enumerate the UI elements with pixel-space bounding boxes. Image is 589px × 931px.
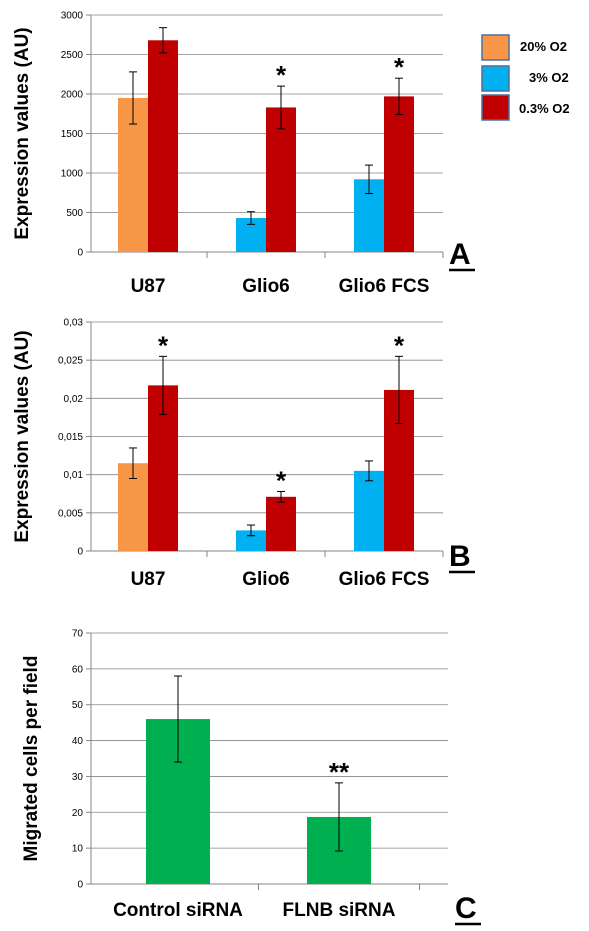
y-tick-label: 0,01 [64, 470, 84, 481]
significance-marker: ** [329, 757, 350, 787]
significance-marker: * [158, 330, 169, 360]
y-tick-label: 70 [72, 629, 84, 640]
chart-panel-a: 0 500 1000 1500 2000 2500 3000 U87 Glio6 Glio6 FC… [12, 11, 475, 297]
legend-label: 20% O2 [520, 39, 567, 54]
y-tick-label: 10 [72, 844, 84, 855]
legend: 20% O2 3% O2 0.3% O2 [481, 34, 570, 121]
y-tick-label: 1000 [61, 169, 84, 180]
y-tick-label: 3000 [61, 11, 84, 22]
y-tick-label: 40 [72, 736, 84, 747]
y-axis-label: Expression values (AU) [12, 330, 33, 542]
y-tick-label: 0,025 [58, 356, 83, 367]
y-tick-label: 2000 [61, 90, 84, 101]
bar [384, 96, 414, 253]
chart-panel-c: 0 10 20 30 40 50 60 70 Control siRNA FLNB siRNA **… [21, 629, 481, 926]
y-tick-label: 1500 [61, 129, 84, 140]
y-tick-label: 2500 [61, 50, 84, 61]
bar [266, 496, 296, 551]
x-tick-label: Glio6 FCS [339, 569, 430, 590]
y-tick-label: 60 [72, 664, 84, 675]
significance-marker: * [276, 60, 287, 90]
y-tick-label: 0,02 [64, 394, 84, 405]
legend-swatch [481, 94, 510, 121]
y-tick-label: 0,005 [58, 508, 83, 519]
y-tick-label: 0 [77, 547, 83, 558]
significance-marker: * [276, 465, 287, 495]
bar [148, 40, 178, 252]
y-tick-label: 0,03 [64, 318, 84, 329]
legend-label: 0.3% O2 [519, 101, 570, 116]
y-tick-label: 0 [77, 880, 83, 891]
y-tick-label: 0,015 [58, 432, 83, 443]
significance-marker: * [394, 330, 405, 360]
bar [354, 470, 384, 551]
bar [236, 530, 266, 551]
chart-panel-b: 0 0,005 0,01 0,015 0,02 0,025 0,03 U87 Glio6 Glio… [12, 318, 475, 590]
x-tick-label: Glio6 [242, 276, 290, 297]
x-tick-label: Control siRNA [113, 900, 243, 921]
panel-letter: A [449, 238, 471, 271]
y-axis-label: Expression values (AU) [12, 27, 33, 239]
significance-marker: * [394, 52, 405, 82]
y-tick-label: 20 [72, 808, 84, 819]
y-tick-label: 50 [72, 700, 84, 711]
bar [266, 107, 296, 253]
y-tick-label: 500 [66, 208, 83, 219]
x-tick-label: FLNB siRNA [283, 900, 396, 921]
x-tick-label: Glio6 [242, 569, 290, 590]
panel-letter: C [455, 892, 477, 925]
x-tick-label: U87 [131, 569, 166, 590]
y-axis-label: Migrated cells per field [21, 656, 42, 862]
y-tick-label: 0 [77, 248, 83, 259]
panel-letter: B [449, 540, 471, 573]
x-tick-label: U87 [131, 276, 166, 297]
y-tick-label: 30 [72, 772, 84, 783]
legend-swatch [481, 65, 510, 92]
legend-swatch [481, 34, 510, 61]
x-tick-label: Glio6 FCS [339, 276, 430, 297]
legend-label: 3% O2 [529, 70, 569, 85]
